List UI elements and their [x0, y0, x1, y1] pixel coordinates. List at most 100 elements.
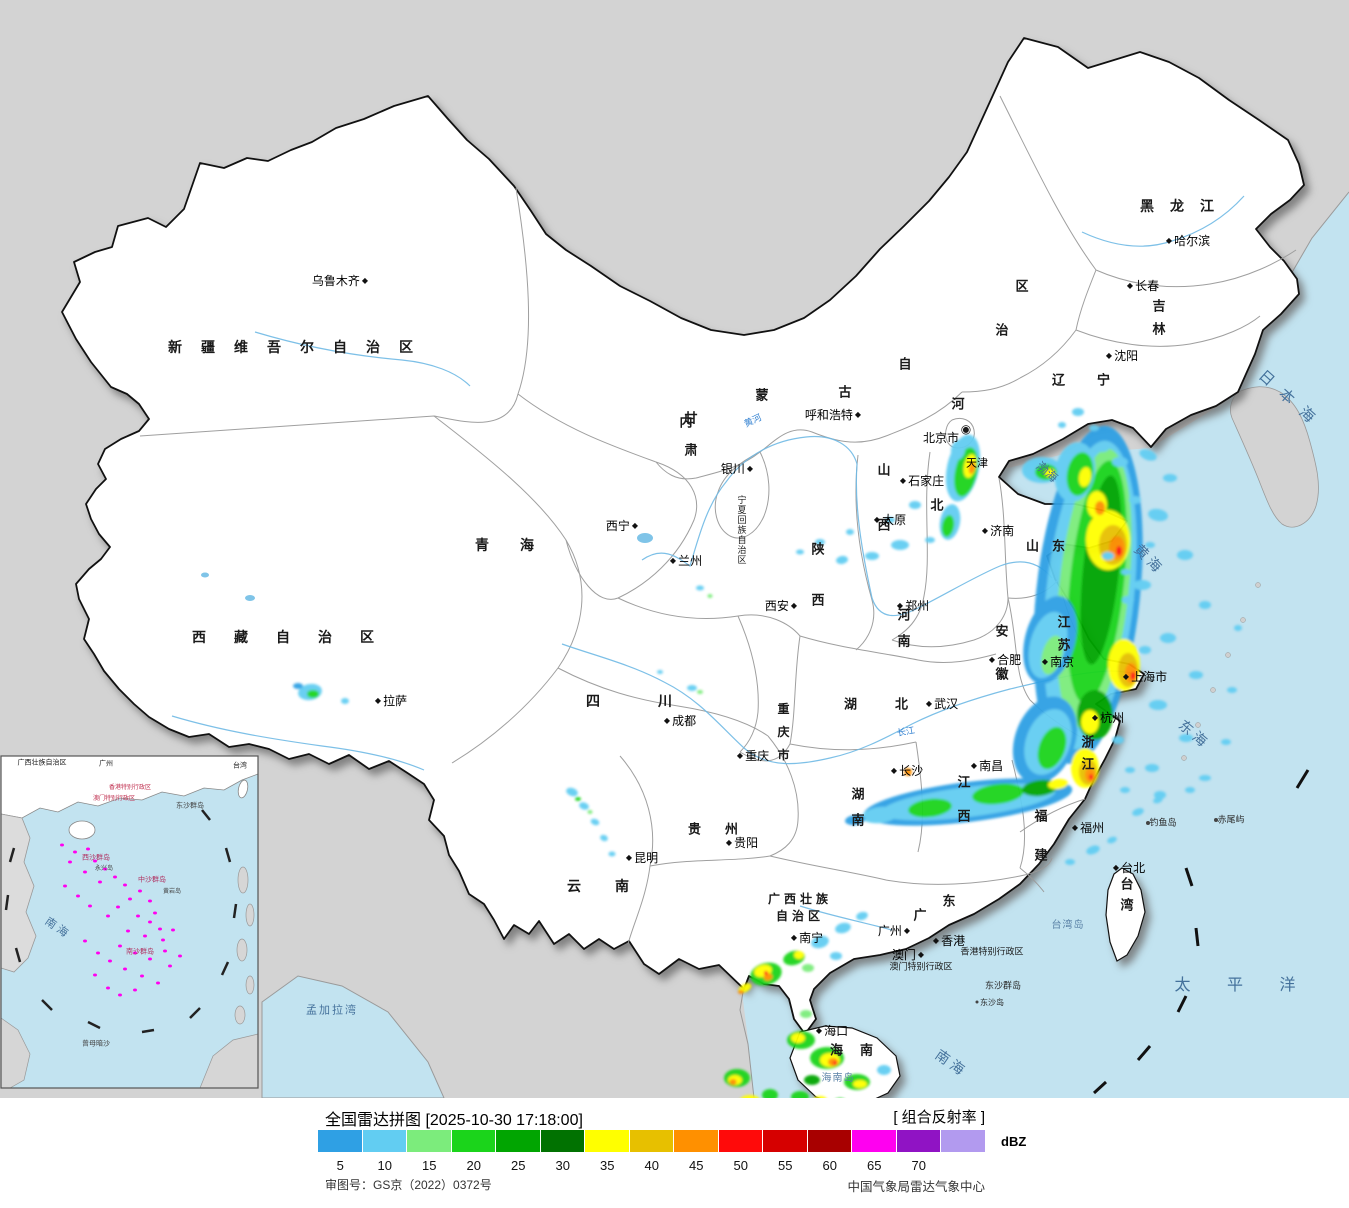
bay-of-bengal-fill [261, 975, 445, 1098]
dbz-tick-label: 5 [336, 1158, 344, 1173]
radar-echo [1081, 710, 1099, 734]
dbz-scale-cell [896, 1130, 940, 1152]
inset-nine-dash-line [4, 809, 238, 1034]
dbz-tick-label: 15 [422, 1158, 437, 1173]
basemap-svg [0, 0, 1349, 1098]
radar-echo [802, 964, 814, 972]
radar-echo [968, 462, 976, 474]
dbz-tick-label: 40 [644, 1158, 659, 1173]
radar-echo [1102, 552, 1114, 560]
dbz-scale-cell [763, 1130, 807, 1152]
radar-echo [307, 690, 319, 698]
radar-echo [1132, 808, 1144, 816]
dbz-tick-label: 35 [600, 1158, 615, 1173]
radar-echo [1145, 764, 1159, 772]
radar-echo [608, 851, 616, 857]
radar-echo [800, 1010, 812, 1018]
inset-radar-speck [178, 954, 182, 958]
inset-vietnam [0, 813, 37, 973]
radar-echo [1199, 601, 1211, 609]
island-dots [975, 818, 1218, 1004]
radar-echo [853, 1080, 867, 1088]
radar-echo [1189, 671, 1203, 679]
dbz-scale-cell [674, 1130, 718, 1152]
radar-echo [1048, 778, 1068, 790]
inset-radar-speck [123, 883, 127, 887]
radar-echo [707, 594, 713, 598]
data-source-label: 中国气象局雷达气象中心 [847, 1180, 985, 1194]
radar-echo [908, 798, 952, 818]
inset-radar-speck [133, 988, 137, 992]
radar-echo [796, 549, 804, 555]
radar-echo [1037, 726, 1067, 770]
radar-echo [811, 935, 829, 949]
dbz-scale-cell [451, 1130, 495, 1152]
inset-radar-speck [106, 986, 110, 990]
map-approval-number: 审图号：GS京（2022）0372号 [325, 1178, 492, 1192]
radar-echo [1112, 736, 1124, 744]
dbz-tick-label: 70 [911, 1158, 926, 1173]
taiwan-island [1105, 867, 1146, 962]
radar-echo [1116, 546, 1122, 556]
radar-echo [856, 911, 868, 921]
radar-echo [1089, 425, 1099, 431]
inset-radar-speck [156, 981, 160, 985]
dbz-scale-cell [941, 1130, 985, 1152]
inset-radar-speck [140, 974, 144, 978]
radar-echo [815, 539, 825, 545]
dbz-tick-label: 50 [733, 1158, 748, 1173]
radar-echo [1045, 469, 1055, 477]
inset-radar-speck [93, 973, 97, 977]
radar-echo [1148, 508, 1168, 522]
radar-echo [1160, 633, 1176, 643]
inset-radar-speck [153, 911, 157, 915]
inset-radar-speck [88, 904, 92, 908]
radar-echo [1133, 580, 1151, 590]
inset-radar-speck [96, 951, 100, 955]
inset-radar-speck [76, 894, 80, 898]
radar-echo [1086, 845, 1100, 855]
product-type-label: [ 组合反射率 ] [893, 1109, 985, 1126]
dbz-scale-cell [718, 1130, 762, 1152]
radar-echo [587, 810, 593, 814]
dbz-scale-cell [852, 1130, 896, 1152]
radar-echo [341, 698, 349, 704]
radar-echo [891, 540, 909, 550]
product-title: 全国雷达拼图 [2025-10-30 17:18:00] [325, 1112, 583, 1129]
radar-echo [600, 834, 608, 842]
radar-echo [1149, 700, 1167, 710]
radar-echo [1122, 596, 1134, 604]
dbz-tick-label: 55 [778, 1158, 793, 1173]
radar-echo [830, 952, 842, 960]
radar-echo [1072, 408, 1084, 416]
inset-hainan [68, 820, 96, 840]
dbz-scale-cell [318, 1130, 362, 1152]
radar-echo [293, 683, 303, 689]
inset-radar-speck [148, 957, 152, 961]
inset-radar-speck [161, 938, 165, 942]
inset-radar-speck [133, 951, 137, 955]
radar-echo [885, 517, 895, 523]
radar-echo [1041, 635, 1063, 675]
nine-dash-line-marks [1092, 769, 1310, 1095]
inset-radar-speck [136, 914, 140, 918]
inset-radar-speck [128, 897, 132, 901]
radar-echo [1125, 663, 1137, 683]
radar-echo [657, 670, 663, 674]
radar-echo [696, 585, 704, 591]
radar-echo [590, 818, 600, 826]
inset-radar-speck [73, 850, 77, 854]
radar-echo-layer [20, 408, 1242, 1098]
radar-echo [904, 768, 912, 776]
inset-taiwan [237, 779, 249, 799]
east-sea-fill [742, 192, 1349, 1098]
radar-echo [804, 1075, 820, 1085]
dbz-tick-label: 20 [466, 1158, 481, 1173]
dbz-tick-label: 45 [689, 1158, 704, 1173]
inset-china-coast [0, 755, 259, 819]
radar-echo [579, 802, 589, 810]
radar-echo [941, 515, 955, 537]
radar-echo [1078, 467, 1092, 487]
dbz-scale-cell [496, 1130, 540, 1152]
